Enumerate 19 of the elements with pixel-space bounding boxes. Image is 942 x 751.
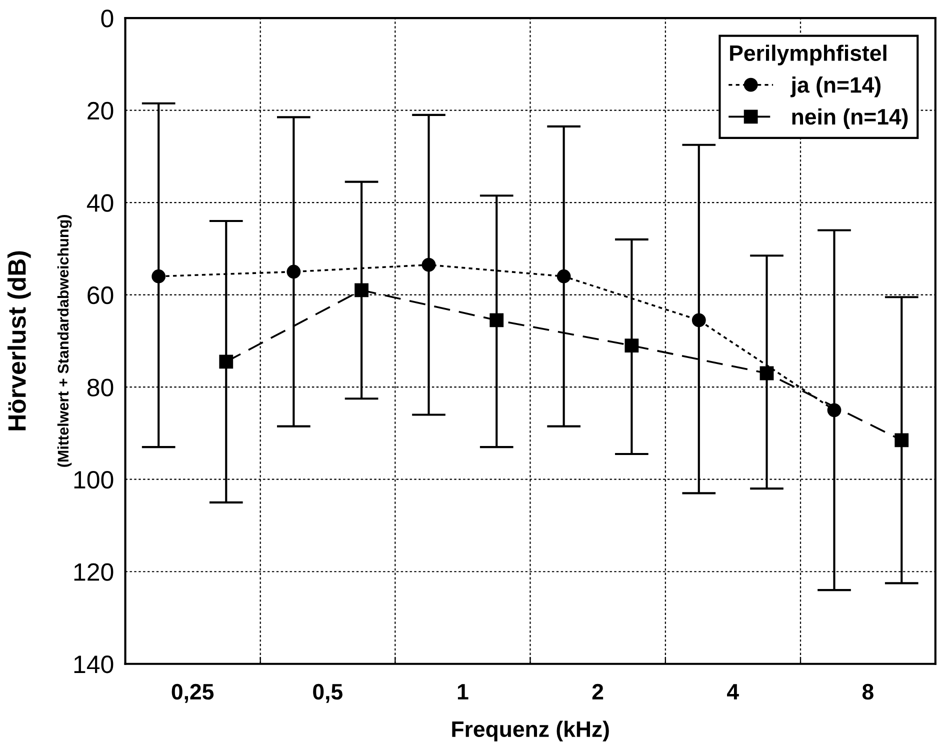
x-tick-label: 0,5 (313, 684, 342, 703)
y-axis-title: Hörverlust (dB) (Mittelwert + Standardabweichung) (7, 215, 72, 467)
y-tick-label: 40 (86, 194, 114, 212)
x-tick-label: 4 (727, 684, 739, 700)
legend-label: nein (n=14) (792, 108, 908, 130)
y-tick-label: 140 (74, 655, 114, 674)
legend-label: ja (n=14) (790, 76, 880, 98)
y-tick-label: 100 (74, 470, 114, 489)
legend-title: Perilymphfistel (730, 44, 886, 66)
y-tick-label: 20 (88, 102, 114, 120)
x-axis-title: Frequenz (kHz) (452, 720, 609, 742)
y-tick-label: 120 (74, 563, 114, 581)
x-tick-label: 0,25 (172, 684, 214, 703)
y-tick-label: 60 (88, 286, 114, 304)
y-tick-label: 0 (101, 10, 114, 28)
y-tick-label: 80 (87, 378, 114, 396)
x-tick-label: 1 (458, 684, 468, 700)
x-tick-label: 2 (592, 684, 604, 700)
x-tick-label: 8 (862, 684, 874, 700)
